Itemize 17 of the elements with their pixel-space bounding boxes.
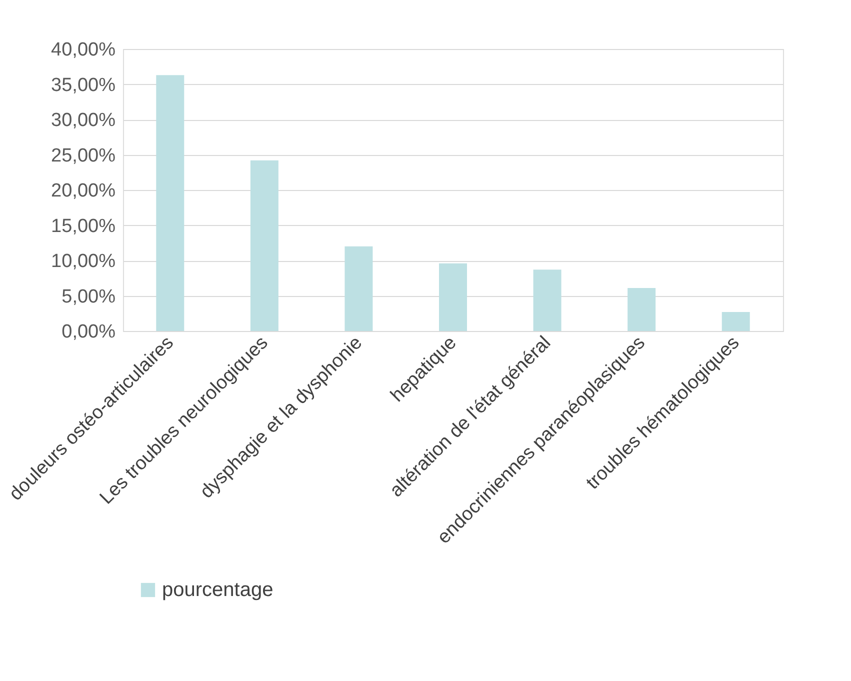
bar — [344, 246, 373, 331]
y-tick-label: 25,00% — [51, 145, 116, 166]
y-tick-label: 0,00% — [62, 322, 116, 342]
bar — [250, 160, 278, 331]
y-tick-label: 30,00% — [51, 110, 116, 131]
bar — [628, 288, 656, 331]
y-tick-label: 35,00% — [51, 74, 116, 96]
y-tick-label: 40,00% — [51, 40, 116, 60]
y-tick-label: 15,00% — [51, 216, 116, 237]
bar — [156, 75, 184, 331]
bar — [439, 263, 467, 331]
bar — [722, 312, 750, 331]
legend-label: pourcentage — [162, 579, 274, 601]
y-tick-label: 5,00% — [62, 286, 116, 308]
bar — [533, 270, 562, 331]
y-tick-label: 10,00% — [51, 251, 116, 272]
y-tick-label: 20,00% — [51, 180, 116, 202]
